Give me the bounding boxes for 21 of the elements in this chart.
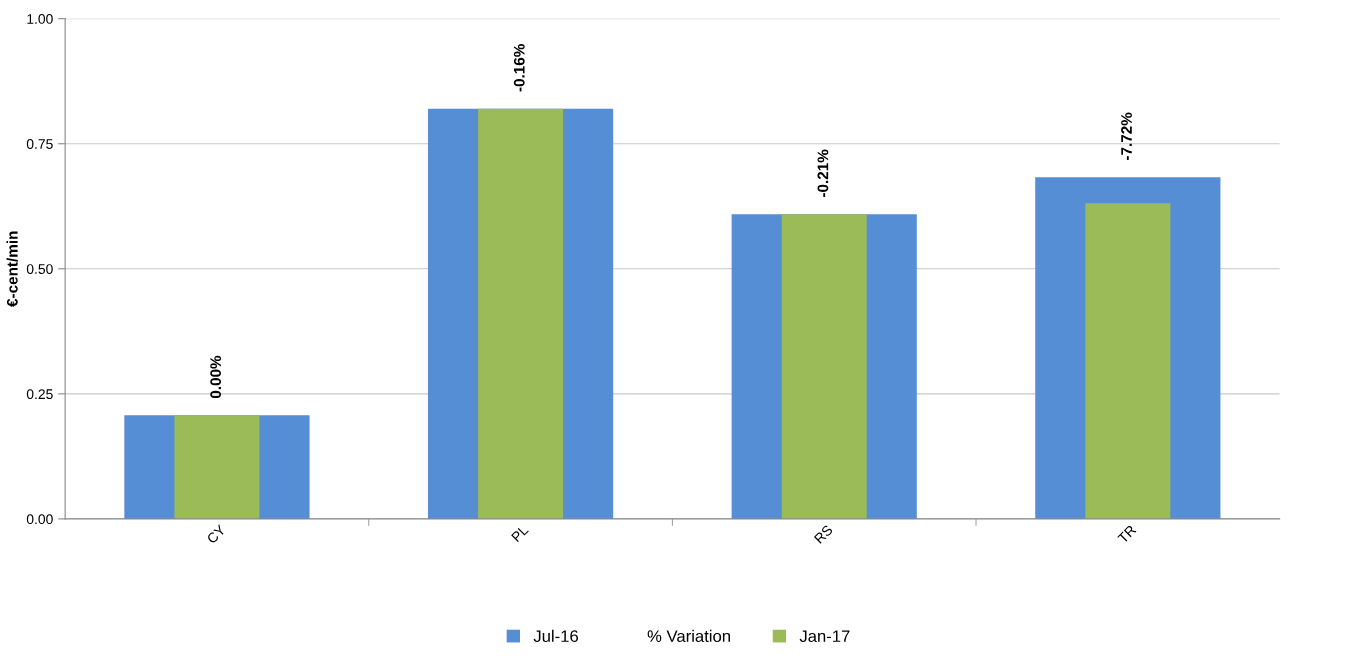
x-tick-label: TR: [1117, 524, 1137, 544]
bar: [1085, 203, 1171, 519]
y-tick-label: 1.00: [27, 14, 53, 24]
y-axis-title: €-cent/min: [6, 231, 18, 307]
y-tick-label: 0.75: [26, 139, 53, 149]
y-tick-label: 0.25: [26, 389, 53, 400]
x-tick-label: PL: [511, 524, 529, 543]
y-tick-label: 0.50: [26, 264, 53, 274]
x-tick-label: RS: [813, 524, 834, 544]
bar: [174, 415, 260, 519]
text: % Variation: [647, 629, 730, 643]
annotation: 0.00%: [210, 355, 222, 399]
annotation: -0.16%: [513, 44, 525, 92]
bar: [781, 214, 867, 519]
x-tick-label: CY: [206, 524, 227, 545]
y-tick-label: 0.00: [26, 514, 53, 525]
annotation: -0.21%: [817, 149, 829, 198]
legend-label: Jan-17: [799, 630, 850, 643]
bar: [478, 108, 564, 519]
annotation: -7.72%: [1121, 112, 1132, 160]
legend-label: Jul-16: [533, 629, 578, 643]
